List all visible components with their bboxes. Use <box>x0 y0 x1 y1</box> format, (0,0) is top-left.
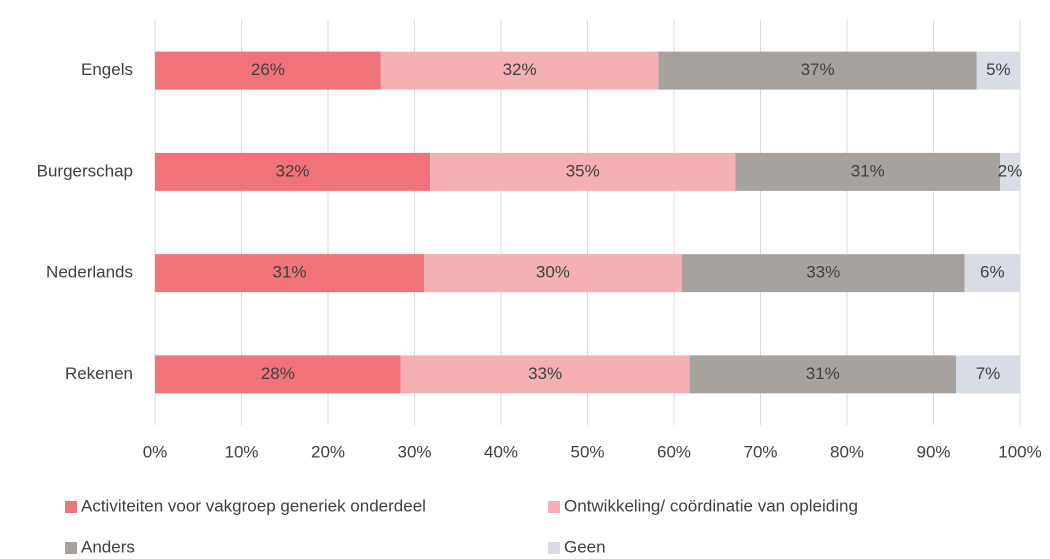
x-tick-label: 40% <box>484 442 518 461</box>
data-label: 32% <box>276 161 310 180</box>
bar-segment <box>955 355 1020 394</box>
x-tick-label: 50% <box>570 442 604 461</box>
bar-segment <box>400 355 690 394</box>
data-label: 7% <box>976 364 1001 383</box>
bar-segment <box>380 51 659 90</box>
x-tick-label: 20% <box>311 442 345 461</box>
data-label: 35% <box>566 161 600 180</box>
y-tick-label: Burgerschap <box>37 161 133 180</box>
x-tick-label: 10% <box>224 442 258 461</box>
legend-swatch <box>65 501 77 513</box>
bar-segment <box>658 51 977 90</box>
bar-segment <box>430 152 736 191</box>
bar-segment <box>1000 152 1020 191</box>
x-tick-label: 60% <box>657 442 691 461</box>
x-tick-label: 30% <box>397 442 431 461</box>
data-label: 32% <box>503 60 537 79</box>
data-label: 5% <box>986 60 1011 79</box>
bar-segment <box>976 51 1020 90</box>
legend-swatch <box>65 542 77 554</box>
bar-segment <box>681 254 965 293</box>
legend-swatch <box>548 542 560 554</box>
data-label: 37% <box>801 60 835 79</box>
bar-segment <box>155 355 401 394</box>
data-label: 30% <box>536 263 570 282</box>
legend-label: Geen <box>564 537 606 556</box>
bar-segment <box>689 355 956 394</box>
x-tick-label: 100% <box>998 442 1041 461</box>
data-label: 31% <box>272 263 306 282</box>
data-label: 26% <box>251 60 285 79</box>
bar-segment <box>964 254 1020 293</box>
legend-label: Activiteiten voor vakgroep generiek onde… <box>81 496 426 515</box>
data-label: 28% <box>261 364 295 383</box>
bar-segment <box>735 152 1001 191</box>
x-tick-label: 80% <box>830 442 864 461</box>
y-tick-label: Engels <box>81 60 133 79</box>
legend-swatch <box>548 501 560 513</box>
data-label: 6% <box>980 263 1005 282</box>
y-tick-label: Rekenen <box>65 364 133 383</box>
y-tick-label: Nederlands <box>46 263 133 282</box>
bar-segment <box>155 51 381 90</box>
data-label: 33% <box>806 263 840 282</box>
legend-label: Ontwikkeling/ coördinatie van opleiding <box>564 496 858 515</box>
legend-label: Anders <box>81 537 135 556</box>
bar-segment <box>424 254 682 293</box>
data-label: 31% <box>851 161 885 180</box>
data-label: 2% <box>998 161 1023 180</box>
x-tick-label: 90% <box>916 442 950 461</box>
x-tick-label: 70% <box>743 442 777 461</box>
bar-segment <box>155 254 425 293</box>
data-label: 31% <box>806 364 840 383</box>
x-tick-label: 0% <box>143 442 168 461</box>
bar-segment <box>155 152 431 191</box>
data-label: 33% <box>528 364 562 383</box>
